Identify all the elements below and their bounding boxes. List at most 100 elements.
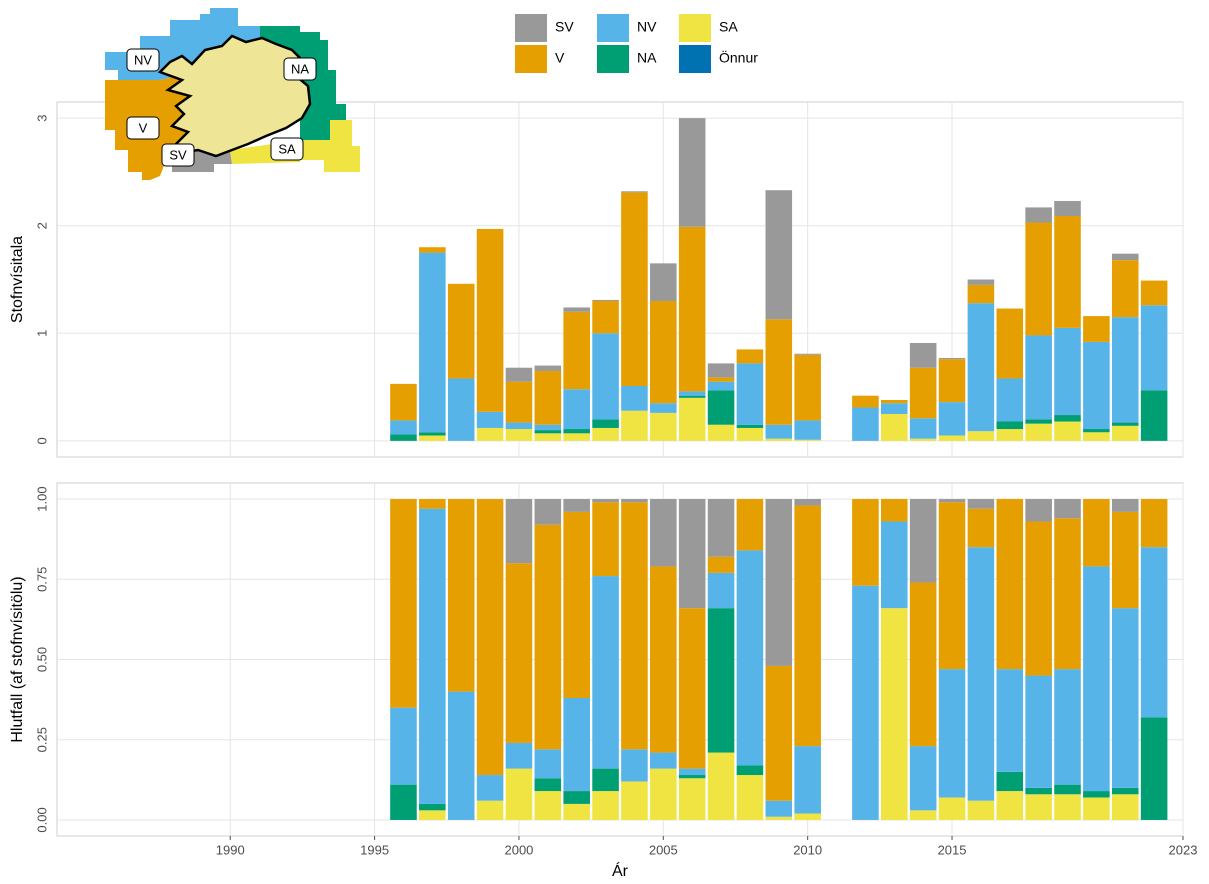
bar-segment	[592, 299, 619, 302]
bar-segment	[534, 778, 562, 792]
bar-segment	[765, 816, 793, 820]
legend-key	[597, 14, 629, 42]
x-tick-label: 2023	[1169, 842, 1198, 857]
bar-segment	[419, 499, 446, 509]
map-label-box	[161, 143, 195, 167]
bar-segment	[1083, 316, 1110, 342]
bar-segment	[678, 118, 706, 227]
bar-segment	[505, 499, 533, 564]
bar-segment	[1111, 499, 1139, 512]
bar-segment	[707, 556, 735, 573]
bar-segment	[650, 301, 677, 404]
bar-segment	[852, 407, 879, 441]
bar-segment	[650, 752, 677, 769]
bar-segment	[909, 582, 937, 747]
bar-segment	[621, 502, 648, 750]
bar-segment	[592, 499, 619, 503]
bar-segment	[1083, 499, 1110, 567]
bar-segment	[650, 412, 677, 441]
bar-segment	[881, 399, 908, 404]
bar-segment	[1054, 415, 1081, 422]
bar-segment	[794, 354, 821, 421]
bar-segment	[996, 791, 1024, 820]
bar-segment	[678, 775, 706, 779]
bar-segment	[505, 367, 533, 382]
bar-segment	[650, 566, 677, 753]
bar-segment	[967, 508, 995, 548]
bar-segment	[1025, 222, 1052, 336]
bar-segment	[1111, 425, 1139, 441]
bar-segment	[1025, 419, 1052, 424]
bar-segment	[1054, 216, 1081, 328]
bar-segment	[1140, 547, 1168, 718]
y-tick-label: 0.00	[34, 807, 49, 832]
bar-segment	[707, 363, 735, 378]
bar-segment	[765, 800, 793, 817]
bar-segment	[621, 192, 648, 386]
bar-segment	[1111, 253, 1139, 261]
bar-segment	[563, 433, 590, 441]
legend-label: V	[555, 50, 565, 66]
legend-key	[515, 45, 547, 73]
bar-segment	[765, 190, 793, 320]
legend-label: NV	[637, 19, 657, 35]
bar-segment	[996, 308, 1024, 379]
bar-segment	[938, 499, 966, 503]
bar-segment	[1083, 341, 1110, 430]
bar-segment	[1083, 429, 1110, 433]
bar-segment	[592, 333, 619, 420]
bar-segment	[592, 576, 619, 769]
legend-label: Önnur	[719, 49, 758, 66]
bar-segment	[765, 424, 793, 439]
legend-label: SA	[719, 19, 738, 35]
y-tick-label: 1.00	[34, 486, 49, 511]
map-label-box	[270, 137, 304, 161]
bar-segment	[1111, 260, 1139, 318]
bar-segment	[794, 439, 821, 441]
bar-segment	[909, 438, 937, 441]
map-label-box	[126, 116, 160, 140]
x-tick-label: 1990	[216, 842, 245, 857]
bar-segment	[534, 365, 562, 371]
bar-segment	[592, 502, 619, 577]
bar-segment	[938, 359, 966, 403]
bar-segment	[967, 431, 995, 441]
bar-segment	[505, 742, 533, 769]
bar-segment	[1054, 518, 1081, 670]
bar-segment	[707, 572, 735, 609]
bar-segment	[938, 435, 966, 441]
bar-segment	[1083, 791, 1110, 798]
bar-segment	[996, 499, 1024, 670]
bar-segment	[419, 803, 446, 811]
bar-segment	[563, 698, 590, 792]
bar-segment	[736, 363, 764, 425]
bar-segment	[678, 499, 706, 609]
bar-segment	[534, 424, 562, 431]
bar-segment	[1083, 432, 1110, 441]
bar-segment	[678, 397, 706, 441]
bar-segment	[1025, 521, 1052, 676]
y-tick-label: 2	[34, 222, 49, 229]
bar-segment	[419, 432, 446, 436]
bar-segment	[938, 669, 966, 798]
bar-segment	[390, 707, 417, 785]
bar-segment	[650, 499, 677, 567]
bar-segment	[794, 420, 821, 440]
bar-segment	[447, 378, 475, 441]
iceland	[157, 34, 312, 158]
bar-segment	[1111, 608, 1139, 788]
x-tick-label: 1995	[360, 842, 389, 857]
bar-segment	[881, 521, 908, 609]
bar-segment	[534, 524, 562, 750]
bar-segment	[794, 499, 821, 506]
bar-segment	[563, 803, 590, 820]
bar-segment	[765, 665, 793, 801]
legend-label: SV	[555, 19, 574, 35]
bar-segment	[1054, 421, 1081, 441]
bar-segment	[707, 390, 735, 425]
bar-segment	[852, 395, 879, 408]
bar-segment	[707, 499, 735, 557]
bar-segment	[794, 353, 821, 355]
bar-segment	[909, 342, 937, 368]
